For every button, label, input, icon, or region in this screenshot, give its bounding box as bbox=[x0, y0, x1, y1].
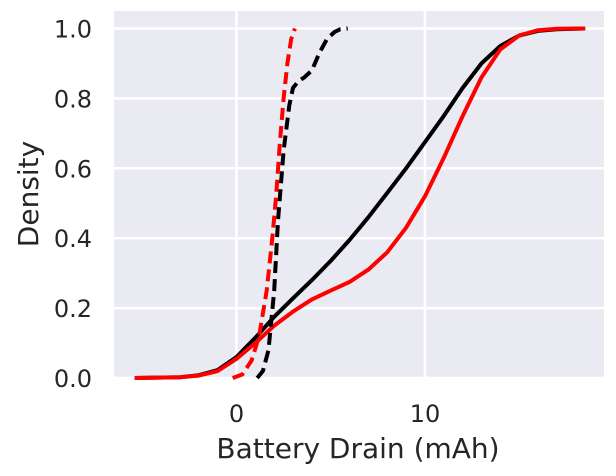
y-tick-label: 0.8 bbox=[54, 85, 92, 113]
x-axis-label: Battery Drain (mAh) bbox=[216, 432, 499, 465]
plot-background bbox=[114, 11, 604, 378]
y-tick-label: 0.0 bbox=[54, 365, 92, 393]
x-tick-label: 10 bbox=[410, 400, 441, 428]
y-tick-label: 1.0 bbox=[54, 15, 92, 43]
y-tick-label: 0.4 bbox=[54, 225, 92, 253]
x-tick-labels: 0 10 bbox=[229, 400, 440, 428]
series-line-3 bbox=[255, 26, 348, 380]
y-tick-labels: 0.0 0.2 0.4 0.6 0.8 1.0 bbox=[54, 15, 92, 393]
series-line-2 bbox=[134, 26, 586, 380]
x-tick-label: 0 bbox=[229, 400, 244, 428]
y-tick-label: 0.6 bbox=[54, 155, 92, 183]
grid-lines bbox=[114, 11, 604, 380]
series-line-4 bbox=[232, 27, 297, 380]
series-lines bbox=[134, 26, 586, 380]
y-tick-label: 0.2 bbox=[54, 295, 92, 323]
y-axis-label: Density bbox=[12, 141, 45, 247]
